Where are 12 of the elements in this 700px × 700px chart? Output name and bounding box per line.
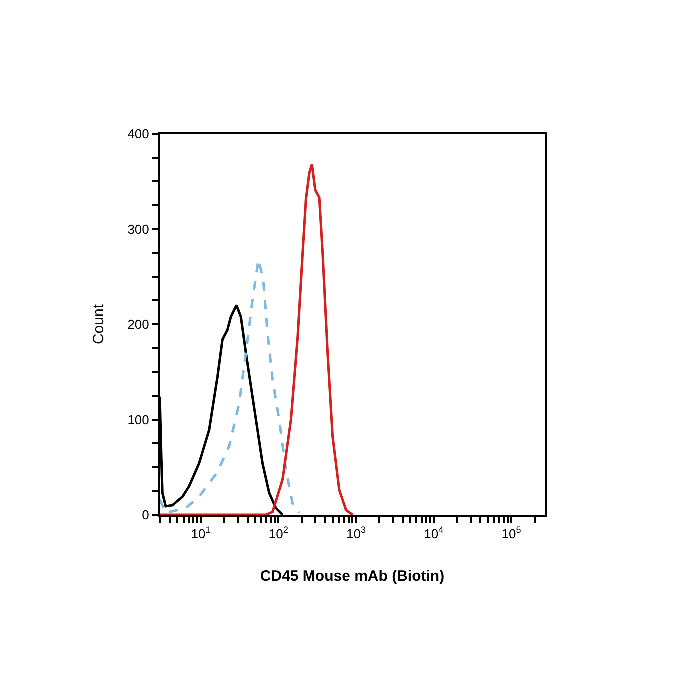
y-tick-label: 0 (142, 508, 150, 523)
y-tick-label: 100 (128, 412, 150, 428)
y-tick-label: 200 (128, 317, 150, 332)
x-axis-title: CD45 Mouse mAb (Biotin) (260, 568, 445, 586)
x-tick-label: 10$^{2}$ (268, 525, 288, 542)
x-tick-label: 10$^{3}$ (346, 525, 366, 542)
y-tick-label: 400 (128, 126, 150, 142)
x-tick-label: 10$^{1}$ (191, 525, 211, 542)
y-axis-title: Count (90, 304, 108, 345)
x-tick-label: 10$^{5}$ (502, 525, 522, 542)
x-tick-label: 10$^{4}$ (424, 525, 444, 542)
y-tick-label: 300 (128, 222, 150, 237)
